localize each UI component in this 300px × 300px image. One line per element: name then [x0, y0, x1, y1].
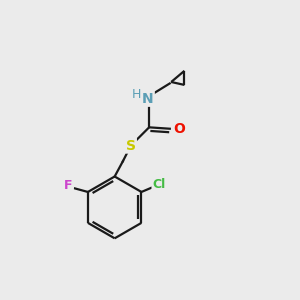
Text: N: N	[142, 92, 154, 106]
Text: H: H	[132, 88, 141, 101]
Text: Cl: Cl	[152, 178, 166, 191]
Text: F: F	[64, 179, 73, 192]
Text: O: O	[173, 122, 185, 136]
Text: S: S	[126, 139, 136, 153]
